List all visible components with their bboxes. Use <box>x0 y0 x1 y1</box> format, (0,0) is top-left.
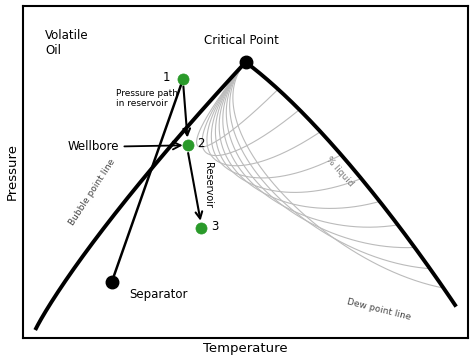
Text: % liquid: % liquid <box>324 155 355 188</box>
Text: 3: 3 <box>211 220 218 233</box>
Text: Bubble point line: Bubble point line <box>67 157 117 227</box>
X-axis label: Temperature: Temperature <box>203 343 288 356</box>
Text: Critical Point: Critical Point <box>204 34 279 47</box>
Y-axis label: Pressure: Pressure <box>6 143 18 200</box>
Text: Separator: Separator <box>130 288 188 301</box>
Text: Volatile
Oil: Volatile Oil <box>45 29 89 57</box>
Text: Reservoir: Reservoir <box>203 162 213 208</box>
Text: Pressure path
in reservoir: Pressure path in reservoir <box>116 89 178 108</box>
Text: Dew point line: Dew point line <box>346 298 412 322</box>
Text: 2: 2 <box>198 137 205 150</box>
Text: Wellbore: Wellbore <box>67 140 181 153</box>
Text: 1: 1 <box>162 71 170 84</box>
